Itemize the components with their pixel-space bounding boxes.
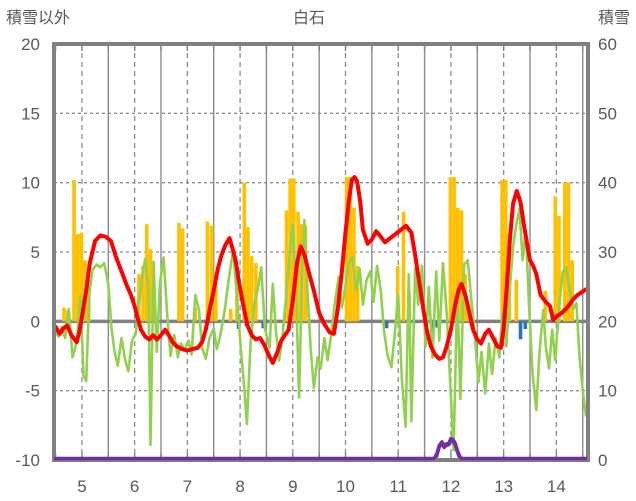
svg-text:14: 14 xyxy=(547,477,566,496)
svg-text:30: 30 xyxy=(598,243,617,262)
svg-text:20: 20 xyxy=(21,35,40,54)
series-layer xyxy=(54,175,588,460)
svg-text:11: 11 xyxy=(389,477,407,496)
svg-text:8: 8 xyxy=(235,477,244,496)
svg-text:10: 10 xyxy=(336,477,355,496)
snow-depth-overlay xyxy=(54,436,587,461)
svg-text:-10: -10 xyxy=(15,451,40,470)
svg-text:10: 10 xyxy=(598,382,617,401)
left-axis-labels: 20 15 10 5 0 -5 -10 xyxy=(15,35,40,470)
svg-text:9: 9 xyxy=(288,477,297,496)
right-axis-title: 積雪 xyxy=(597,10,630,27)
svg-text:10: 10 xyxy=(21,174,40,193)
svg-text:40: 40 xyxy=(598,174,617,193)
svg-text:0: 0 xyxy=(31,312,40,331)
right-axis-labels: 60 50 40 30 20 10 0 xyxy=(598,35,617,470)
svg-text:50: 50 xyxy=(598,104,617,123)
svg-text:0: 0 xyxy=(598,451,607,470)
svg-text:6: 6 xyxy=(130,477,139,496)
svg-text:7: 7 xyxy=(183,477,192,496)
svg-text:5: 5 xyxy=(77,477,86,496)
svg-text:-5: -5 xyxy=(25,382,40,401)
svg-text:60: 60 xyxy=(598,35,617,54)
x-axis-labels: 5 6 7 8 9 10 11 12 13 14 xyxy=(77,477,566,496)
chart-title: 白石 xyxy=(292,10,326,27)
svg-text:20: 20 xyxy=(598,312,617,331)
svg-text:13: 13 xyxy=(494,477,513,496)
svg-text:12: 12 xyxy=(441,477,460,496)
left-axis-title: 積雪以外 xyxy=(6,10,71,27)
svg-text:15: 15 xyxy=(21,104,40,123)
red-line xyxy=(54,175,588,365)
svg-text:5: 5 xyxy=(31,243,40,262)
